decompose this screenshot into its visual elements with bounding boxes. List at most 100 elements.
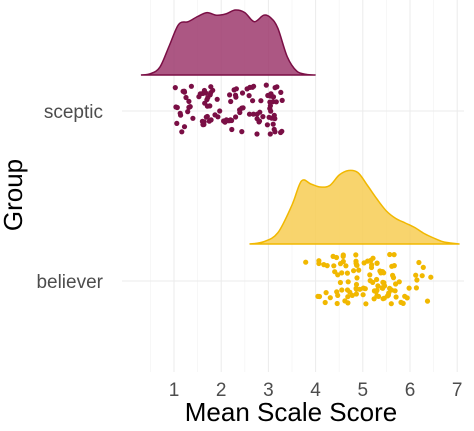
sceptic-point: [273, 99, 279, 105]
believer-point: [379, 285, 385, 291]
sceptic-point: [233, 86, 239, 92]
believer-point: [345, 300, 351, 306]
believer-point: [343, 263, 349, 269]
sceptic-point: [227, 117, 234, 123]
x-tick-labels: 1 2 3 4 5 6 7: [169, 380, 463, 401]
believer-point: [406, 285, 412, 291]
believer-point: [404, 295, 410, 301]
sceptic-point: [178, 112, 184, 118]
sceptic-point: [254, 131, 260, 137]
believer-point: [374, 276, 380, 283]
believer-point: [335, 272, 341, 278]
x-tick-label: 1: [169, 380, 180, 401]
sceptic-point: [203, 114, 209, 120]
sceptic-point: [174, 120, 180, 126]
sceptic-point: [239, 129, 245, 135]
believer-point: [375, 283, 381, 289]
believer-point: [353, 260, 359, 266]
believer-point: [390, 272, 396, 278]
believer-point: [416, 259, 422, 266]
sceptic-point: [239, 90, 246, 96]
believer-point: [349, 292, 355, 298]
believer-point: [398, 299, 404, 305]
believer-density: [249, 169, 460, 245]
believer-point: [380, 296, 386, 302]
sceptic-point: [271, 112, 277, 118]
y-tick-label-believer: believer: [36, 272, 103, 293]
believer-point: [334, 289, 340, 295]
sceptic-point: [260, 114, 266, 120]
believer-point: [303, 259, 309, 265]
sceptic-density: [140, 9, 316, 76]
believer-point: [413, 285, 419, 291]
believer-point: [414, 277, 420, 283]
sceptic-point: [251, 83, 257, 89]
sceptic-point: [215, 114, 221, 120]
sceptic-point: [229, 126, 235, 133]
sceptic-point: [190, 115, 196, 121]
believer-point: [387, 285, 393, 291]
sceptic-point: [180, 88, 186, 94]
believer-point: [370, 255, 376, 261]
sceptic-point: [232, 92, 239, 98]
x-tick-label: 4: [310, 380, 321, 401]
sceptic-point: [267, 131, 273, 137]
believer-point: [330, 253, 336, 259]
sceptic-point: [237, 109, 243, 116]
sceptic-point: [188, 83, 194, 89]
believer-point: [363, 301, 369, 307]
believer-point: [391, 252, 397, 258]
x-axis-title: Mean Scale Score: [185, 397, 397, 427]
sceptic-point: [266, 114, 272, 120]
believer-point: [353, 252, 359, 258]
sceptic-point: [183, 94, 189, 101]
sceptic-point: [179, 129, 185, 135]
x-tick-label: 3: [263, 380, 274, 401]
believer-point: [331, 263, 337, 269]
x-tick-label: 5: [358, 380, 369, 401]
believer-point: [316, 258, 322, 264]
sceptic-point: [263, 82, 269, 88]
believer-point: [354, 275, 360, 281]
believer-point: [424, 298, 431, 304]
sceptic-point: [279, 128, 285, 134]
sceptic-point: [250, 98, 256, 104]
believer-point: [419, 273, 425, 279]
believer-point: [428, 274, 434, 280]
believer-point: [389, 263, 395, 269]
believer-point: [339, 270, 345, 276]
x-tick-label: 6: [405, 380, 416, 401]
sceptic-point: [186, 104, 192, 110]
believer-point: [340, 253, 346, 259]
sceptic-point: [258, 98, 264, 104]
sceptic-point: [181, 124, 188, 130]
sceptic-point: [246, 93, 252, 99]
sceptic-point: [228, 98, 234, 105]
believer-point: [371, 296, 377, 302]
believer-point: [392, 288, 398, 294]
believer-point: [388, 301, 394, 307]
believer-point: [413, 272, 419, 278]
believer-point: [420, 264, 426, 270]
sceptic-point: [233, 114, 239, 120]
believer-point: [337, 261, 344, 267]
sceptic-point: [270, 121, 276, 127]
points-layer: [172, 82, 434, 307]
sceptic-point: [246, 111, 253, 117]
density-layer: [140, 9, 460, 245]
sceptic-point: [201, 87, 207, 94]
sceptic-point: [208, 117, 214, 123]
y-axis-title: Group: [0, 159, 28, 231]
believer-point: [375, 293, 382, 299]
x-tick-label: 7: [452, 380, 463, 401]
believer-point: [353, 291, 359, 297]
believer-point: [315, 293, 321, 299]
believer-point: [367, 272, 373, 278]
sceptic-point: [223, 117, 229, 123]
believer-point: [381, 270, 387, 276]
believer-point: [371, 288, 377, 294]
believer-point: [356, 267, 362, 273]
sceptic-point: [240, 105, 246, 111]
believer-point: [357, 286, 363, 292]
